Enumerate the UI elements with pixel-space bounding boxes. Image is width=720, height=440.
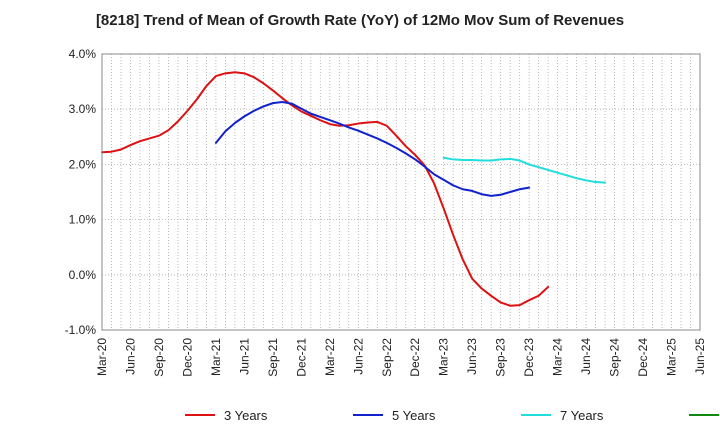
y-tick-label: 1.0% — [69, 213, 97, 227]
x-tick-label: Dec-23 — [522, 338, 536, 377]
y-tick-label: 2.0% — [69, 157, 97, 171]
x-tick-label: Sep-22 — [380, 338, 394, 377]
x-tick-label: Dec-21 — [294, 338, 308, 377]
y-tick-label: 0.0% — [69, 268, 97, 282]
chart-title: [8218] Trend of Mean of Growth Rate (YoY… — [95, 12, 625, 29]
x-tick-label: Mar-23 — [437, 338, 451, 376]
legend-label-7-years: 7 Years — [560, 408, 604, 423]
series-line-3-years — [101, 71, 550, 307]
x-tick-label: Sep-20 — [152, 338, 166, 377]
grid-layer — [101, 53, 701, 331]
y-tick-label: -1.0% — [65, 323, 97, 337]
y-tick-label: 3.0% — [69, 102, 97, 116]
x-tick-label: Dec-24 — [636, 338, 650, 377]
x-tick-label: Dec-22 — [408, 338, 422, 377]
y-axis-ticks: -1.0% 0.0% 1.0% 2.0% 3.0% 4.0% — [65, 47, 97, 337]
x-tick-label: Mar-21 — [209, 338, 223, 376]
x-tick-label: Mar-24 — [551, 338, 565, 376]
x-axis-ticks: Mar-20 Jun-20 Sep-20 Dec-20 Mar-21 Jun-21 Sep-… — [95, 338, 707, 377]
x-tick-label: Jun-24 — [579, 338, 593, 375]
legend-label-5-years: 5 Years — [392, 408, 436, 423]
x-tick-label: Sep-21 — [266, 338, 280, 377]
x-tick-label: Mar-22 — [323, 338, 337, 376]
x-tick-label: Jun-22 — [351, 338, 365, 375]
x-tick-label: Mar-25 — [665, 338, 679, 376]
plot-frame — [101, 53, 701, 331]
series-line-5-years — [214, 101, 531, 197]
x-tick-label: Sep-24 — [608, 338, 622, 377]
series-line-7-years — [442, 156, 607, 184]
x-tick-label: Mar-20 — [95, 338, 109, 376]
x-tick-label: Sep-23 — [494, 338, 508, 377]
x-tick-label: Jun-25 — [693, 338, 707, 375]
y-tick-label: 4.0% — [69, 47, 97, 61]
x-tick-label: Jun-20 — [123, 338, 137, 375]
x-tick-label: Jun-21 — [237, 338, 251, 375]
series-layer — [101, 71, 607, 307]
x-tick-label: Jun-23 — [465, 338, 479, 375]
legend-label-3-years: 3 Years — [224, 408, 268, 423]
x-tick-label: Dec-20 — [180, 338, 194, 377]
